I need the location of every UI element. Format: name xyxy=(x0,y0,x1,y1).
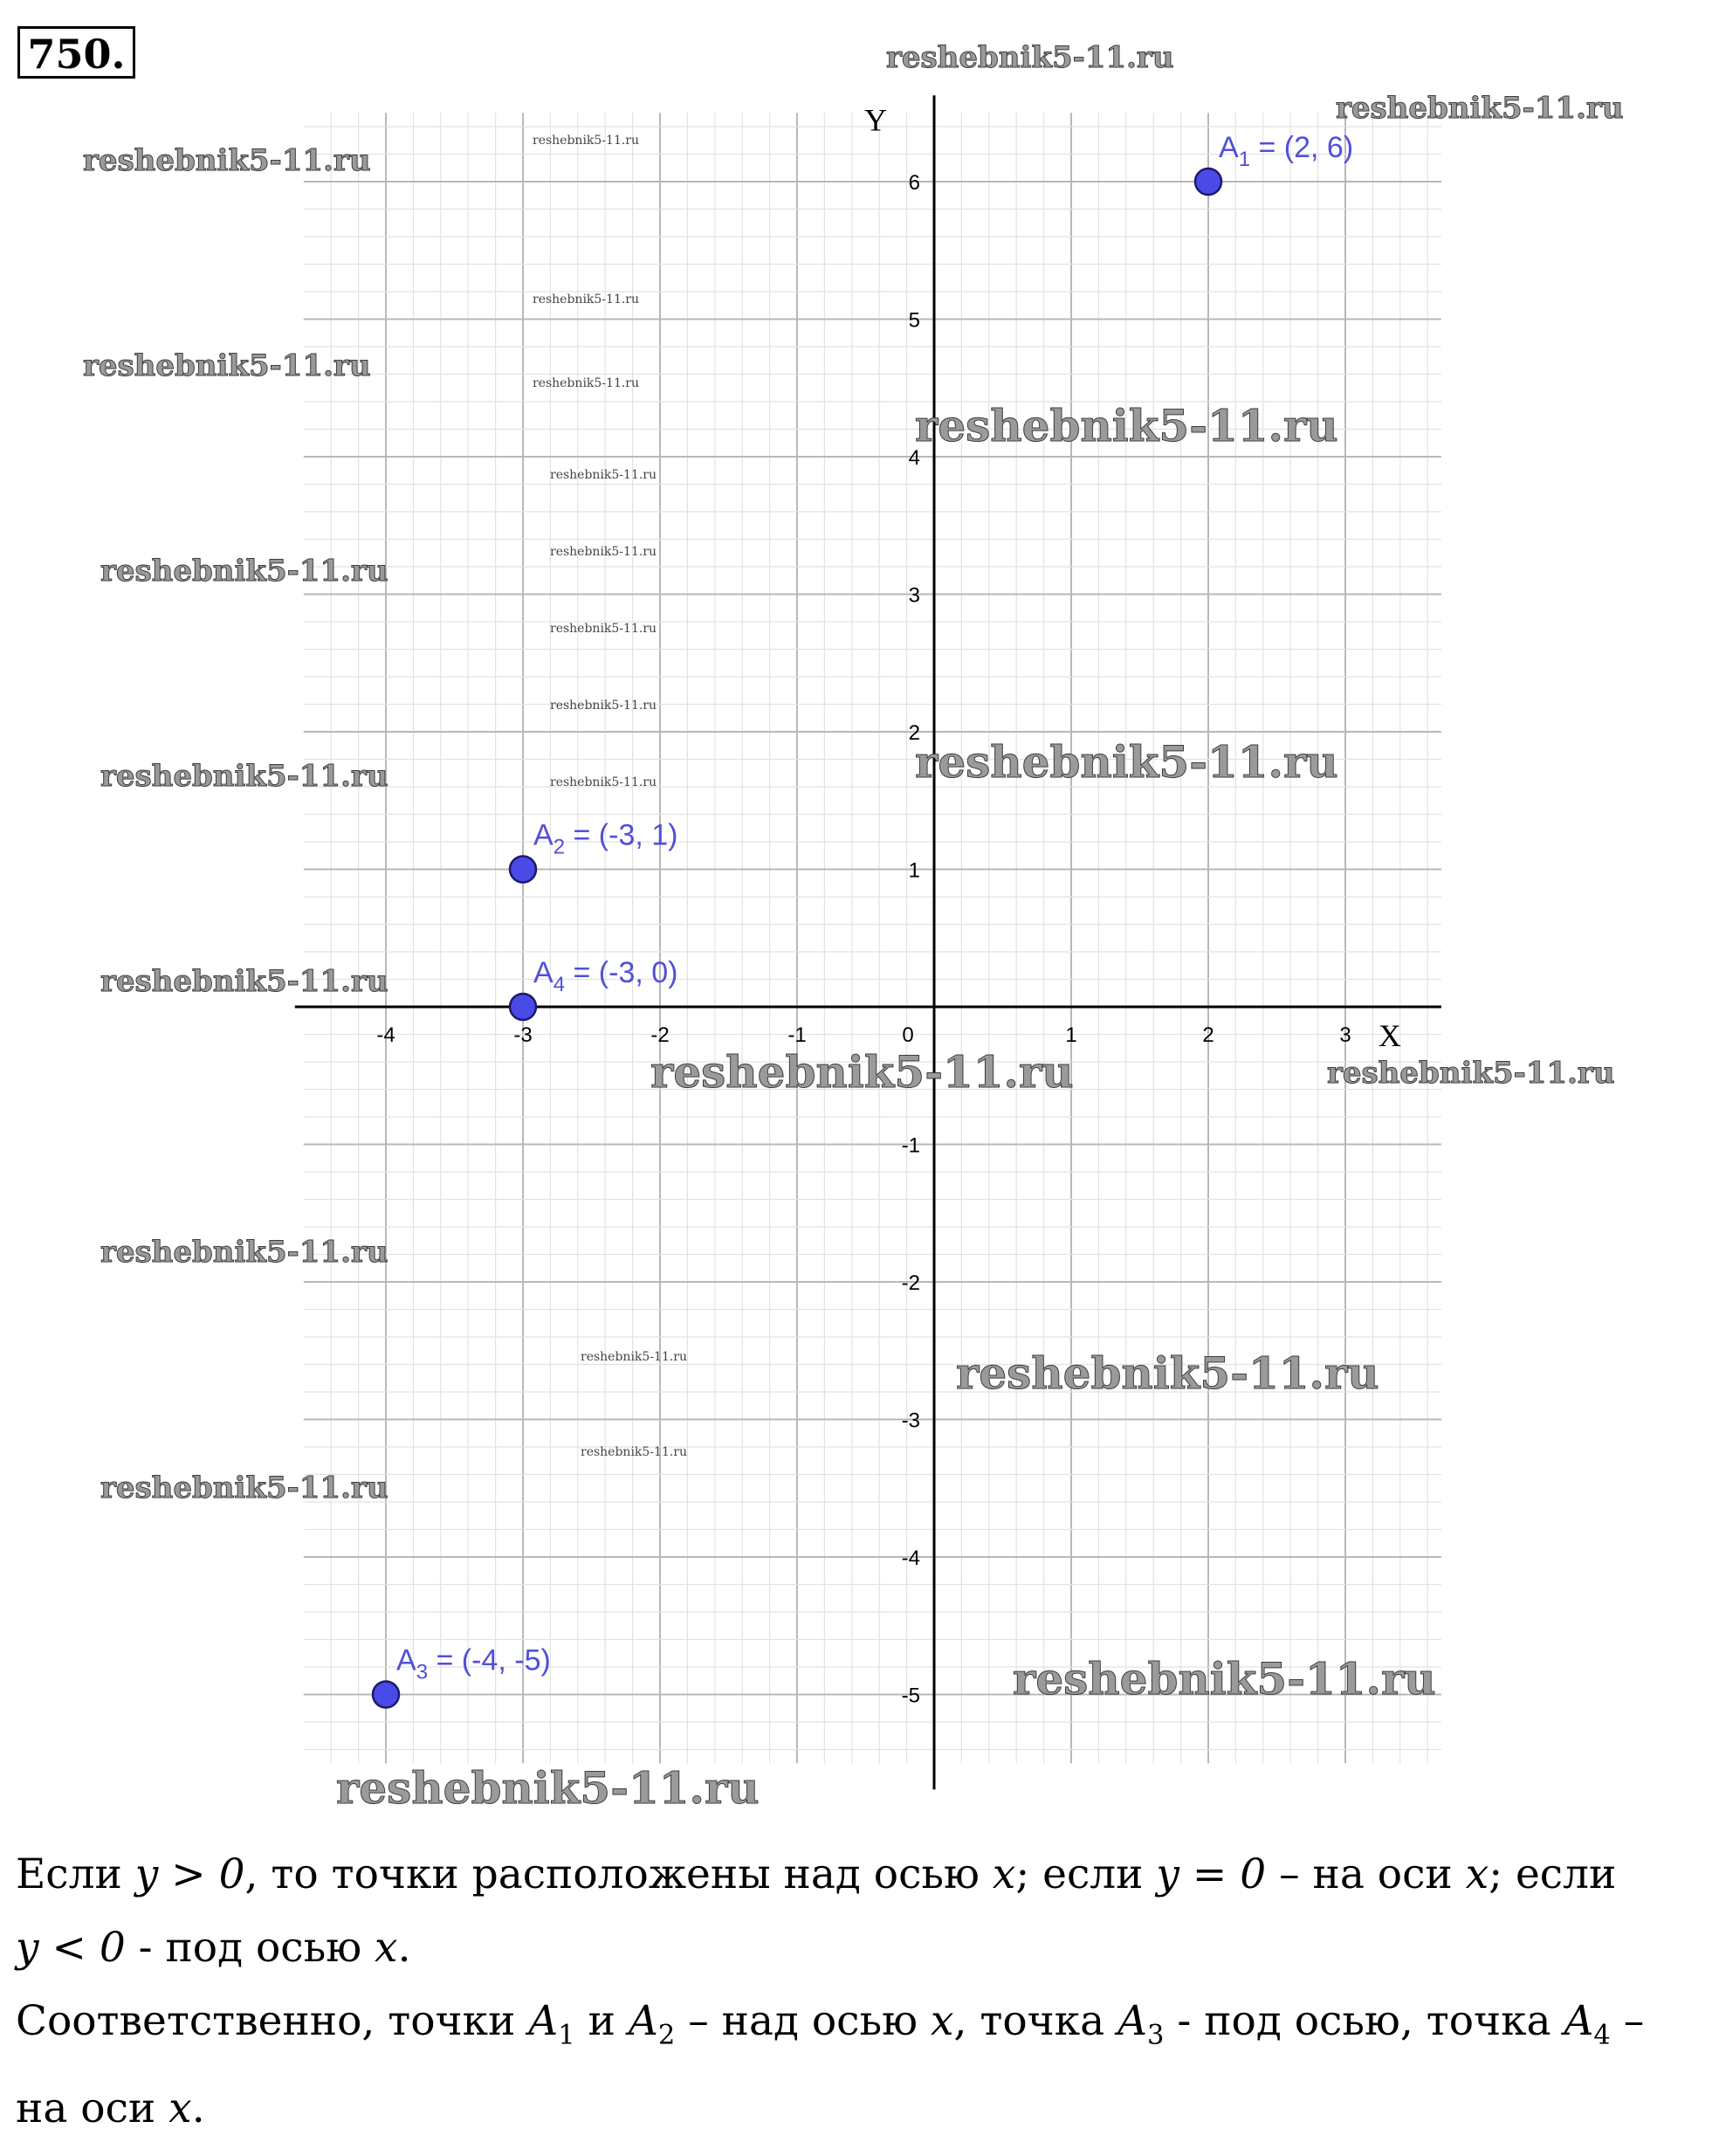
problem-number: 750. xyxy=(17,26,135,79)
y-tick-label: 1 xyxy=(909,859,920,883)
watermark-text: reshebnik5-11.ru xyxy=(956,1347,1379,1399)
point-label: A4 = (-3, 0) xyxy=(533,956,677,996)
point-label: A3 = (-4, -5) xyxy=(396,1644,551,1684)
y-axis-label: Y xyxy=(864,102,887,137)
y-tick-label: -3 xyxy=(902,1409,920,1433)
grid xyxy=(303,113,1441,1764)
point-marker xyxy=(371,1680,401,1709)
x-tick-label: -1 xyxy=(787,1023,806,1047)
watermark-text: reshebnik5-11.ru xyxy=(650,1046,1074,1098)
watermark-text: reshebnik5-11.ru xyxy=(1336,91,1624,126)
watermark-small: reshebnik5-11.ru xyxy=(581,1445,687,1459)
y-tick-label: 2 xyxy=(909,721,920,745)
x-tick-label: -3 xyxy=(513,1023,532,1047)
point-label: A1 = (2, 6) xyxy=(1219,131,1353,171)
watermarks: reshebnik5-11.ru reshebnik5-11.ru reshebni… xyxy=(83,40,1625,1815)
data-points: A1 = (2, 6) A2 = (-3, 1) A3 = (-4, -5) A4 =… xyxy=(371,131,1353,1709)
explanation-line-4: на оси x. xyxy=(16,2084,205,2133)
y-tick-label: -1 xyxy=(902,1134,920,1158)
watermark-small: reshebnik5-11.ru xyxy=(533,293,639,307)
y-tick-label: -5 xyxy=(902,1684,920,1708)
x-tick-label: 0 xyxy=(902,1023,913,1047)
explanation-line-2: y < 0 - под осью x. xyxy=(16,1924,411,1972)
y-tick-label: -2 xyxy=(902,1271,920,1295)
point-marker xyxy=(1193,167,1223,196)
watermark-text: reshebnik5-11.ru xyxy=(915,736,1338,788)
y-tick-label: 3 xyxy=(909,584,920,608)
watermark-text: reshebnik5-11.ru xyxy=(336,1762,760,1814)
x-tick-label: -4 xyxy=(376,1023,395,1047)
point-a2: A2 = (-3, 1) xyxy=(508,819,677,884)
watermark-text: reshebnik5-11.ru xyxy=(100,1235,388,1270)
y-tick-label: 5 xyxy=(909,309,920,333)
watermark-small: reshebnik5-11.ru xyxy=(581,1350,687,1364)
x-tick-label: -2 xyxy=(650,1023,669,1047)
point-marker xyxy=(508,992,538,1022)
watermark-text: reshebnik5-11.ru xyxy=(915,400,1338,451)
explanation-line-3: Соответственно, точки A1 и A2 – над осью… xyxy=(16,1997,1645,2051)
explanation-text: Если y > 0, то точки расположены над ось… xyxy=(16,1838,1701,2146)
x-axis-label: X xyxy=(1379,1018,1401,1053)
watermark-text: reshebnik5-11.ru xyxy=(100,964,388,999)
watermark-text: reshebnik5-11.ru xyxy=(886,40,1174,75)
x-tick-label: 3 xyxy=(1339,1023,1351,1047)
watermark-small: reshebnik5-11.ru xyxy=(550,468,657,482)
point-a3: A3 = (-4, -5) xyxy=(371,1644,551,1709)
watermark-text: reshebnik5-11.ru xyxy=(100,1471,388,1505)
y-tick-label: 4 xyxy=(909,446,920,470)
watermark-text: reshebnik5-11.ru xyxy=(83,143,371,178)
watermark-text: reshebnik5-11.ru xyxy=(1013,1653,1436,1705)
explanation-line-1: Если y > 0, то точки расположены над ось… xyxy=(16,1850,1617,1898)
watermark-small: reshebnik5-11.ru xyxy=(533,376,639,390)
y-tick-label: -4 xyxy=(902,1546,920,1570)
point-a4: A4 = (-3, 0) xyxy=(508,956,677,1022)
x-tick-label: 2 xyxy=(1202,1023,1214,1047)
point-a1: A1 = (2, 6) xyxy=(1193,131,1353,196)
point-label: A2 = (-3, 1) xyxy=(533,819,677,859)
point-marker xyxy=(508,855,538,884)
watermark-small: reshebnik5-11.ru xyxy=(533,134,639,148)
watermark-small: reshebnik5-11.ru xyxy=(550,545,657,559)
watermark-text: reshebnik5-11.ru xyxy=(1327,1056,1615,1091)
tick-labels: -4 -3 -2 -1 0 1 2 3 -5 -4 -3 -2 -1 1 2 3 4 5 6 xyxy=(376,171,1351,1708)
watermark-text: reshebnik5-11.ru xyxy=(100,554,388,589)
y-tick-label: 6 xyxy=(909,171,920,195)
watermark-small: reshebnik5-11.ru xyxy=(550,622,657,636)
watermark-text: reshebnik5-11.ru xyxy=(100,759,388,794)
watermark-small: reshebnik5-11.ru xyxy=(550,699,657,713)
watermark-text: reshebnik5-11.ru xyxy=(83,348,371,383)
x-tick-label: 1 xyxy=(1065,1023,1076,1047)
watermark-small: reshebnik5-11.ru xyxy=(550,775,657,789)
axes: XY xyxy=(294,95,1441,1790)
